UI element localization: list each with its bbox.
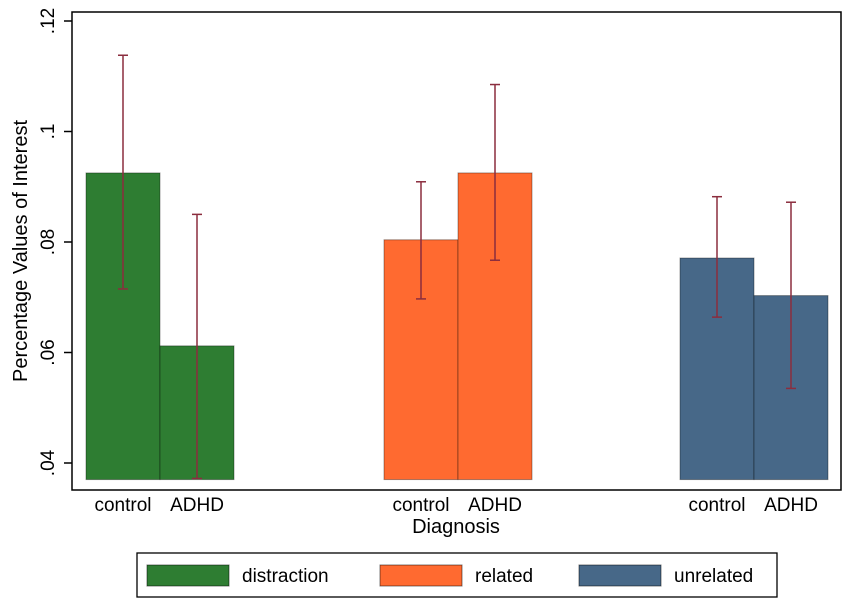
y-tick-label: .12 — [38, 8, 59, 34]
x-category-label: control — [392, 495, 449, 516]
legend-label-unrelated: unrelated — [674, 566, 753, 587]
bar-distraction-control — [85, 172, 161, 481]
x-category-label: ADHD — [468, 495, 522, 516]
legend-swatch-unrelated — [578, 564, 662, 587]
legend: distraction related unrelated — [136, 552, 778, 598]
x-axis-labels: control ADHD control ADHD control ADHD — [94, 495, 817, 516]
bars-layer — [85, 172, 829, 481]
y-tick-label: .06 — [38, 339, 59, 365]
y-tick-label: .04 — [38, 449, 59, 476]
x-category-label: control — [688, 495, 745, 516]
y-axis-title: Percentage Values of Interest — [10, 120, 32, 382]
legend-swatch-distraction — [146, 564, 230, 587]
legend-label-related: related — [475, 566, 533, 587]
y-axis: .04 .06 .08 .1 .12 — [38, 8, 72, 476]
x-category-label: control — [94, 495, 151, 516]
x-category-label: ADHD — [170, 495, 224, 516]
legend-label-distraction: distraction — [242, 566, 329, 587]
y-tick-label: .1 — [38, 124, 59, 140]
x-axis-title: Diagnosis — [412, 516, 500, 538]
x-category-label: ADHD — [764, 495, 818, 516]
legend-swatch-related — [379, 564, 463, 587]
error-bars-layer — [118, 54, 796, 480]
y-tick-label: .08 — [38, 229, 59, 255]
